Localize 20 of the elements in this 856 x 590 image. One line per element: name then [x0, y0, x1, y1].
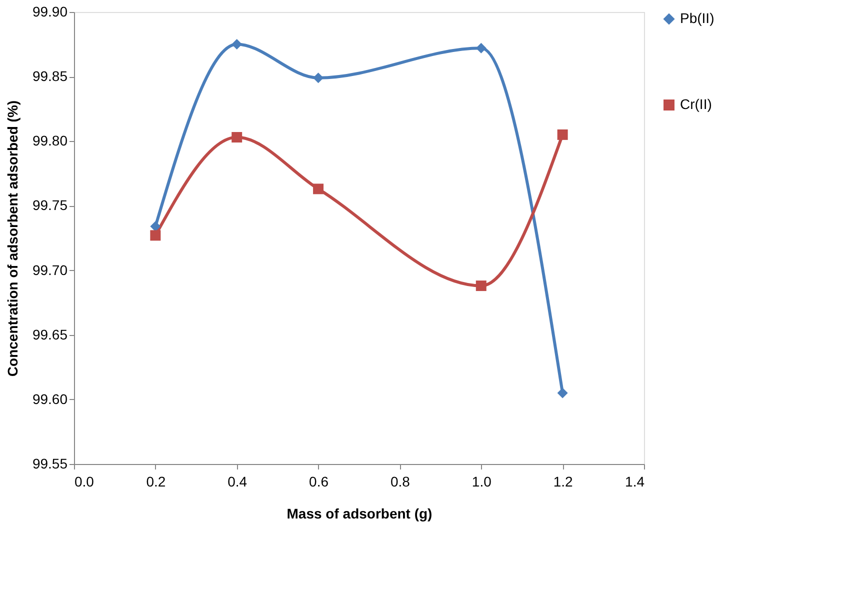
y-axis-title: Concentration of adsorbent adsorbed (%) — [4, 100, 20, 377]
y-tick-label: 99.75 — [32, 197, 68, 214]
x-tick-label: 0.4 — [228, 474, 248, 490]
x-axis-title: Mass of adsorbent (g) — [286, 506, 432, 522]
legend-label: Pb(II) — [680, 10, 714, 26]
x-tick-label: 1.2 — [553, 474, 574, 490]
legend-label: Cr(II) — [680, 96, 712, 112]
x-tick-label: 0.2 — [146, 474, 166, 490]
y-tick-label: 99.85 — [32, 68, 68, 84]
y-tick-label: 99.90 — [32, 4, 68, 20]
y-tick-label: 99.70 — [32, 262, 68, 278]
x-tick-label: 1.0 — [472, 474, 492, 490]
y-tick-label: 99.60 — [32, 390, 68, 407]
x-tick-label: 1.4 — [625, 474, 645, 490]
x-tick-label: 0.0 — [74, 474, 94, 490]
y-tick-label: 99.80 — [32, 132, 68, 149]
y-tick-label: 99.55 — [32, 456, 68, 472]
y-tick-label: 99.65 — [32, 326, 68, 342]
x-tick-label: 0.6 — [309, 474, 329, 490]
x-tick-label: 0.8 — [390, 474, 410, 490]
